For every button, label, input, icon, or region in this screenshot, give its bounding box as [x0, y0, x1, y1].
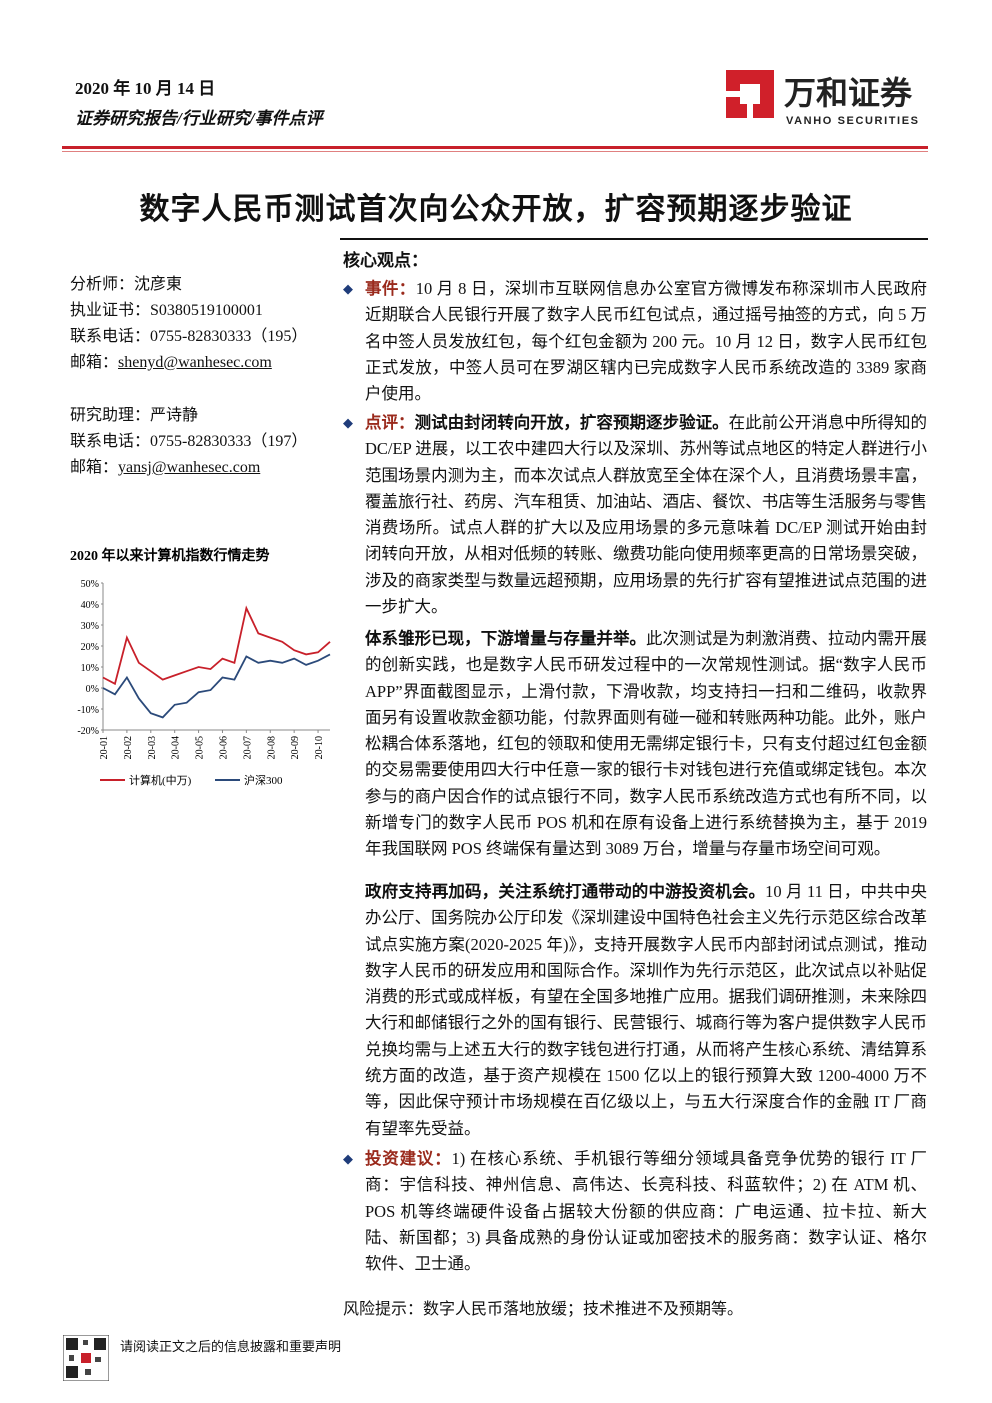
contact-label: 研究助理： [70, 407, 151, 424]
paragraph-text: 10 月 8 日，深圳市互联网信息办公室官方微博发布称深圳市人民政府近期联合人民… [365, 279, 928, 404]
y-tick-label: -20% [77, 726, 99, 737]
x-tick-label: 20-01 [99, 736, 110, 759]
y-tick-label: 30% [81, 621, 99, 632]
contact-label: 执业证书： [70, 302, 151, 319]
bullet: ◆ [343, 1151, 353, 1166]
header-rule [62, 151, 928, 152]
contact-value: S0380519100001 [150, 302, 263, 319]
header-rule [62, 146, 928, 149]
y-tick-label: -10% [77, 705, 99, 716]
contact-label: 分析师： [70, 276, 135, 293]
contact-label: 邮箱： [70, 354, 119, 371]
paragraph-text: 10 月 11 日，中共中央办公厅、国务院办公厅印发《深圳建设中国特色社会主义先… [365, 882, 927, 1138]
paragraph-lead: 投资建议： [365, 1149, 452, 1168]
paragraph-text: 在此前公开消息中所得知的 DC/EP 进展，以工农中建四大行以及深圳、苏州等试点… [365, 413, 928, 617]
y-tick-label: 20% [81, 642, 99, 653]
logo: 万和证券 VANHO SECURITIES [726, 70, 920, 127]
paragraph: 体系雏形已现，下游增量与存量并举。此次测试是为刺激消费、拉动内需开展的创新实践，… [365, 626, 927, 863]
paragraph-bold: 测试由封闭转向开放，扩容预期逐步验证。 [414, 413, 729, 432]
risk-note: 风险提示：数字人民币落地放缓；技术推进不及预期等。 [343, 1301, 744, 1318]
paragraph-lead: 事件： [365, 279, 416, 298]
paragraph: ◆ 点评：测试由封闭转向开放，扩容预期逐步验证。在此前公开消息中所得知的 DC/E… [343, 410, 928, 620]
contact-line: 研究助理：严诗静 [70, 403, 198, 430]
contact-line: 联系电话：0755-82830333（197） [70, 429, 307, 456]
report-date: 2020 年 10 月 14 日 [75, 79, 216, 98]
chart-title: 2020 年以来计算机指数行情走势 [70, 547, 270, 564]
bullet: ◆ [343, 281, 353, 296]
contact-value: 严诗静 [150, 407, 199, 424]
x-tick-label: 20-08 [266, 736, 277, 759]
qr-code [63, 1335, 109, 1381]
report-title: 数字人民币测试首次向公众开放，扩容预期逐步验证 [139, 193, 853, 226]
chart: 2020 年以来计算机指数行情走势 -20% -10% 0% 10% 20% 30% 40% 5… [70, 547, 331, 787]
section-heading: 核心观点： [343, 251, 428, 270]
legend-label: 计算机(中万) [129, 773, 192, 787]
series-line [102, 653, 331, 719]
logo-text: 万和证券 [784, 75, 913, 111]
x-tick-label: 20-02 [123, 736, 134, 759]
series-line [102, 605, 331, 686]
footer-disclaimer: 请阅读正文之后的信息披露和重要声明 [120, 1339, 342, 1354]
contact-label: 邮箱： [70, 459, 119, 476]
contact-line: 执业证书：S0380519100001 [70, 298, 263, 325]
x-tick-label: 20-04 [171, 736, 182, 759]
y-tick-label: 40% [81, 600, 99, 611]
contact-line: 分析师：沈彦東 [70, 272, 182, 299]
paragraph-lead: 点评： [365, 413, 415, 432]
paragraph-text: 此次测试是为刺激消费、拉动内需开展的创新实践，也是数字人民币研发过程中的一次常规… [365, 629, 928, 859]
contact-value: 沈彦東 [134, 276, 183, 293]
paragraph: ◆ 事件：10 月 8 日，深圳市互联网信息办公室官方微博发布称深圳市人民政府近期… [343, 276, 928, 407]
contact-value: 0755-82830333（195） [150, 328, 308, 345]
paragraph-bold: 政府支持再加码，关注系统打通带动的中游投资机会。 [365, 882, 766, 901]
contact-line: 联系电话：0755-82830333（195） [70, 324, 307, 351]
paragraph-bold: 体系雏形已现，下游增量与存量并举。 [365, 629, 647, 648]
contact-line: 邮箱：yansj@wanhesec.com [70, 455, 260, 482]
contact-label: 联系电话： [70, 328, 151, 345]
contact-value: yansj@wanhesec.com [118, 459, 261, 476]
y-tick-label: 50% [81, 579, 99, 590]
paragraph-text: 1) 在核心系统、手机银行等细分领域具备竞争优势的银行 IT 厂商：宇信科技、神… [365, 1149, 927, 1274]
x-tick-label: 20-07 [242, 736, 253, 759]
x-tick-label: 20-09 [290, 736, 301, 759]
paragraph: ◆ 投资建议：1) 在核心系统、手机银行等细分领域具备竞争优势的银行 IT 厂商：… [343, 1146, 927, 1277]
contact-label: 联系电话： [70, 433, 151, 450]
x-tick-label: 20-10 [314, 736, 325, 759]
x-tick-label: 20-06 [218, 736, 229, 759]
x-tick-label: 20-05 [195, 736, 206, 759]
report-category: 证券研究报告/行业研究/事件点评 [75, 109, 323, 128]
column-rule [340, 238, 928, 240]
contact-line: 邮箱：shenyd@wanhesec.com [70, 350, 272, 377]
y-tick-label: 10% [81, 663, 99, 674]
logo-subtext: VANHO SECURITIES [786, 115, 920, 127]
x-tick-label: 20-03 [147, 736, 158, 759]
y-tick-label: 0% [86, 684, 99, 695]
contact-value: shenyd@wanhesec.com [118, 354, 272, 371]
bullet: ◆ [343, 415, 353, 430]
legend-label: 沪深300 [244, 773, 283, 787]
paragraph: 政府支持再加码，关注系统打通带动的中游投资机会。10 月 11 日，中共中央办公… [365, 879, 927, 1142]
contact-value: 0755-82830333（197） [150, 433, 308, 450]
